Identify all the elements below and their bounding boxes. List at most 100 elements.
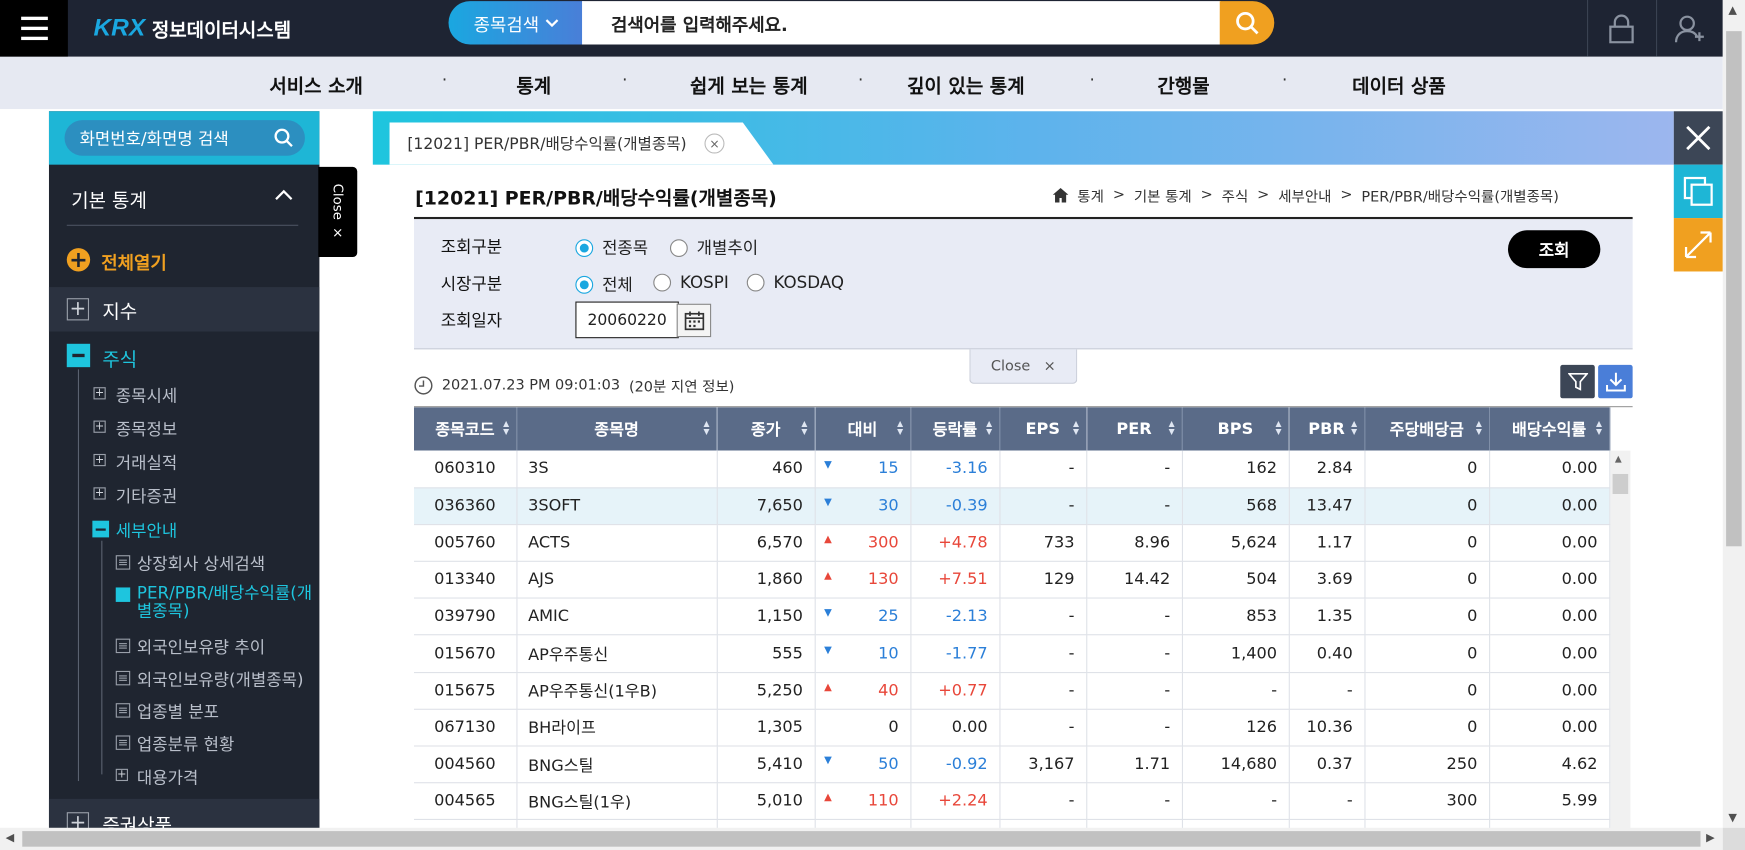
home-icon[interactable]	[1052, 188, 1069, 203]
table-row[interactable]: 039790 AMIC 1,150 ▼ 25 -2.13 - - 853 1.35 0 0.00	[413, 598, 1610, 636]
sidebar-item-index[interactable]	[48, 287, 320, 332]
menu-item-publications[interactable]: 간행물	[1157, 75, 1210, 98]
sidebar-close-tab[interactable]: Close ×	[318, 166, 358, 258]
sort-icon[interactable]: ▲ ▼	[1351, 419, 1358, 437]
sidebar-item-stock-info[interactable]: 종목정보	[115, 419, 178, 440]
table-row[interactable]: 004560 BNG스틸 5,410 ▼ 50 -0.92 3,167 1.71 14,680 0…	[413, 745, 1610, 784]
sort-icon[interactable]: ▲ ▼	[801, 419, 808, 437]
sort-icon[interactable]: ▲ ▼	[897, 419, 904, 437]
sort-icon[interactable]: ▲ ▼	[1072, 419, 1079, 437]
close-filter-button[interactable]: Close ×	[969, 349, 1078, 384]
sort-icon[interactable]: ▲ ▼	[503, 419, 510, 437]
sidebar-item-sector-dist[interactable]: 업종별 분포	[136, 702, 219, 723]
sort-icon[interactable]: ▲ ▼	[1475, 419, 1482, 437]
chevron-up-icon[interactable]	[275, 189, 293, 200]
sidebar-item-details[interactable]: 세부안내	[115, 520, 178, 541]
radio-kospi[interactable]: KOSPI	[653, 273, 729, 293]
column-header[interactable]: BPS ▲ ▼	[1181, 407, 1290, 451]
menu-item-stats[interactable]: 통계	[516, 75, 552, 98]
sidebar-item-company-search[interactable]: 상장회사 상세검색	[136, 554, 266, 575]
sidebar-item-sector-class[interactable]: 업종분류 현황	[136, 734, 235, 755]
scroll-up-icon[interactable]: ▲	[1728, 4, 1737, 17]
expand-button[interactable]	[1673, 218, 1723, 272]
table-row[interactable]: 005760 ACTS 6,570 ▲ 300 +4.78 733 8.96 5,624 1.17…	[413, 524, 1610, 562]
sort-icon[interactable]: ▲ ▼	[1168, 419, 1175, 437]
table-row[interactable]: 015670 AP우주통신 555 ▼ 10 -1.77 - - 1,400 0.40 0 0.00	[413, 635, 1610, 673]
menu-item-easy-stats[interactable]: 쉽게 보는 통계	[689, 75, 808, 98]
menu-item-deep-stats[interactable]: 깊이 있는 통계	[907, 75, 1025, 98]
sidebar-item-other-securities[interactable]: 기타증권	[115, 486, 178, 507]
add-user-icon[interactable]	[1655, 0, 1723, 57]
table-row[interactable]: 036360 3SOFT 7,650 ▼ 30 -0.39 - - 568 13.47 0 0.00	[413, 487, 1610, 526]
sort-icon[interactable]: ▲ ▼	[986, 419, 993, 437]
close-window-button[interactable]	[1673, 111, 1723, 165]
sort-icon[interactable]: ▲ ▼	[703, 419, 710, 437]
scroll-left-icon[interactable]: ◀	[5, 832, 15, 845]
horizontal-scroll-thumb[interactable]	[22, 831, 1701, 847]
page-scroll-thumb[interactable]	[1726, 31, 1742, 547]
table-row[interactable]	[413, 819, 1610, 829]
download-button[interactable]	[1598, 364, 1633, 399]
menu-item-data-products[interactable]: 데이터 상품	[1352, 75, 1446, 98]
column-header[interactable]: 종목명 ▲ ▼	[516, 407, 718, 451]
breadcrumb-item[interactable]: 주식	[1221, 189, 1249, 206]
sidebar-search-input[interactable]: 화면번호/화면명 검색	[63, 120, 305, 156]
table-row[interactable]: 060310 3S 460 ▼ 15 -3.16 - - 162 2.84 0 0.00	[413, 450, 1610, 489]
column-header[interactable]: PER ▲ ▼	[1086, 407, 1183, 451]
radio-individual-trend[interactable]: 개별추이	[669, 236, 758, 259]
search-category-select[interactable]: 종목검색	[448, 1, 585, 45]
sort-icon[interactable]: ▲ ▼	[1275, 419, 1282, 437]
sidebar-item-foreign-holdings[interactable]: 외국인보유량(개별종목)	[136, 669, 304, 690]
sidebar-item-stocks[interactable]: 주식	[102, 349, 138, 372]
column-header[interactable]: 배당수익률 ▲ ▼	[1489, 407, 1610, 451]
collapse-icon[interactable]	[92, 520, 110, 538]
sidebar-item-substitute-price[interactable]: 대용가격	[136, 767, 199, 788]
sidebar-item-foreign-trend[interactable]: 외국인보유량 추이	[136, 637, 266, 658]
column-header[interactable]: PBR ▲ ▼	[1288, 407, 1365, 451]
scroll-up-icon[interactable]: ▲	[1614, 453, 1622, 464]
collapse-icon[interactable]	[66, 343, 91, 368]
sidebar-item-quotes[interactable]: 종목시세	[115, 386, 178, 407]
column-header[interactable]: 주당배당금 ▲ ▼	[1364, 407, 1490, 451]
column-header[interactable]: 종목코드 ▲ ▼	[413, 407, 517, 451]
breadcrumb-item[interactable]: 통계	[1077, 189, 1104, 206]
calendar-button[interactable]	[676, 303, 712, 338]
date-input[interactable]: 20060220	[575, 301, 679, 339]
scroll-down-icon[interactable]: ▼	[1728, 812, 1737, 825]
lock-icon[interactable]	[1586, 0, 1654, 57]
sort-icon[interactable]: ▲ ▼	[1596, 419, 1603, 437]
scroll-right-icon[interactable]: ▶	[1706, 832, 1715, 845]
logo[interactable]: KRX 정보데이터시스템	[93, 9, 291, 47]
column-header[interactable]: 등락률 ▲ ▼	[910, 407, 1000, 451]
column-header[interactable]: EPS ▲ ▼	[999, 407, 1087, 451]
table-row[interactable]: 013340 AJS 1,860 ▲ 130 +7.51 129 14.42 504 3.69 0 0…	[413, 561, 1610, 599]
sidebar-section-title[interactable]: 기본 통계	[71, 190, 147, 213]
breadcrumb-item[interactable]: 기본 통계	[1133, 189, 1192, 206]
sidebar-item-products[interactable]	[48, 798, 320, 833]
search-icon[interactable]	[273, 128, 293, 148]
table-row[interactable]: 067130 BH라이프 1,305 0 0.00 - - 126 10.36 0 0.00	[413, 709, 1610, 747]
breadcrumb-item[interactable]: 세부안내	[1278, 189, 1332, 206]
radio-market-all[interactable]: 전체	[575, 273, 633, 296]
table-scroll-thumb[interactable]	[1612, 473, 1629, 494]
query-button[interactable]: 조회	[1507, 230, 1601, 269]
table-row[interactable]: 004565 BNG스틸(1우) 5,010 ▲ 110 +2.24 - - - - 300 5.99	[413, 782, 1610, 821]
search-button[interactable]	[1219, 1, 1275, 45]
filter-button[interactable]	[1560, 364, 1595, 399]
sidebar-item-per-pbr[interactable]: PER/PBR/배당수익률(개별종목)	[136, 583, 313, 621]
column-header[interactable]: 대비 ▲ ▼	[814, 407, 911, 451]
tab-per-pbr[interactable]: [12021] PER/PBR/배당수익률(개별종목) ×	[389, 122, 774, 165]
column-header[interactable]: 종가 ▲ ▼	[716, 407, 816, 451]
table-scrollbar[interactable]	[1610, 450, 1631, 829]
sidebar-item-trading[interactable]: 거래실적	[115, 452, 178, 473]
menu-item-service[interactable]: 서비스 소개	[269, 75, 363, 98]
search-input[interactable]: 검색어를 입력해주세요.	[582, 1, 1221, 45]
open-all-link[interactable]: 전체열기	[101, 252, 167, 274]
hamburger-menu-icon[interactable]	[0, 0, 68, 57]
table-row[interactable]: 015675 AP우주통신(1우B) 5,250 ▲ 40 +0.77 - - - - 0 0.00	[413, 672, 1610, 710]
radio-all-stocks[interactable]: 전종목	[575, 236, 648, 259]
radio-kosdaq[interactable]: KOSDAQ	[746, 273, 844, 293]
close-icon[interactable]: ×	[704, 133, 725, 154]
breadcrumb-item[interactable]: PER/PBR/배당수익률(개별종목)	[1361, 189, 1559, 206]
new-window-button[interactable]	[1673, 164, 1723, 219]
